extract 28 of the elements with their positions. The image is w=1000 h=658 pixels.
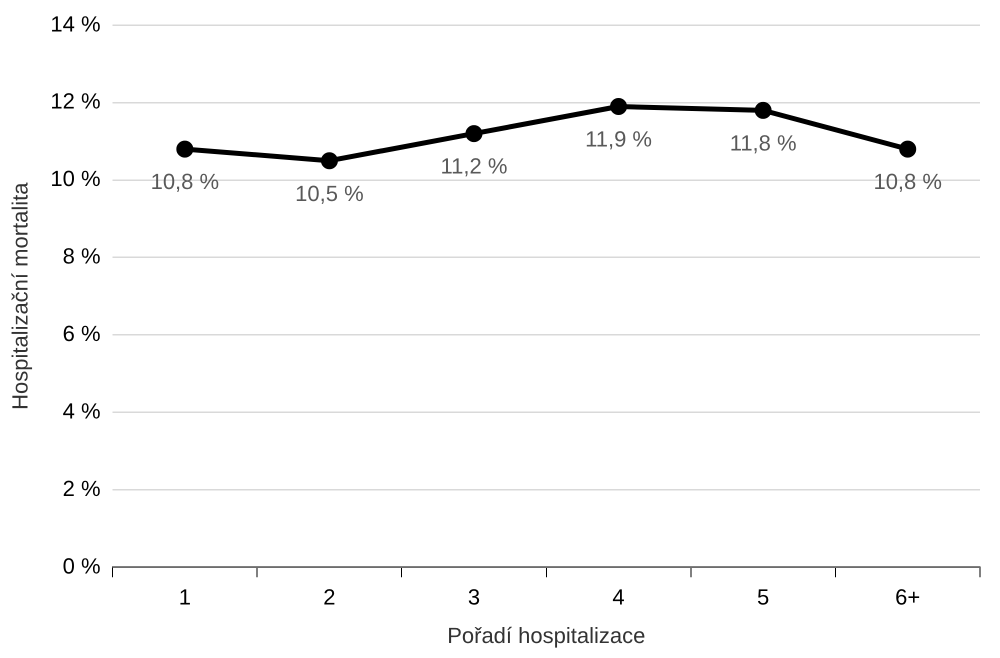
point (754, 102, 772, 119)
data-label: 11,8 % (730, 130, 797, 156)
point (610, 98, 628, 115)
data-label: 11,9 % (585, 126, 652, 152)
y-axis-title: Hospitalizační mortalita (7, 182, 32, 410)
x-tick-label: 5 (757, 584, 770, 610)
data-label: 10,8 % (150, 169, 220, 194)
y-tick-label: 0 % (62, 553, 101, 578)
point (176, 140, 194, 158)
x-tick-label: 4 (612, 584, 625, 610)
y-tick-label: 14 % (50, 11, 101, 36)
y-tick-label: 10 % (50, 166, 101, 192)
y-tick-label: 4 % (62, 398, 101, 424)
x-tick-label: 6+ (895, 584, 920, 610)
point (465, 125, 482, 142)
y-tick-label: 8 % (62, 244, 101, 269)
data-label: 10,8 % (873, 169, 942, 194)
x-tick-label: 3 (468, 584, 480, 610)
x-axis-title: Pořadí hospitalizace (447, 622, 646, 648)
y-tick-label: 12 % (50, 88, 101, 114)
data-label: 11,2 % (440, 154, 508, 179)
x-tick-label: 1 (178, 584, 191, 610)
y-tick-label: 6 % (62, 320, 101, 346)
point (320, 152, 338, 170)
y-tick-label: 2 % (62, 476, 101, 501)
point (899, 140, 916, 158)
x-tick-label: 2 (323, 584, 336, 610)
data-label: 10,5 % (295, 180, 364, 206)
